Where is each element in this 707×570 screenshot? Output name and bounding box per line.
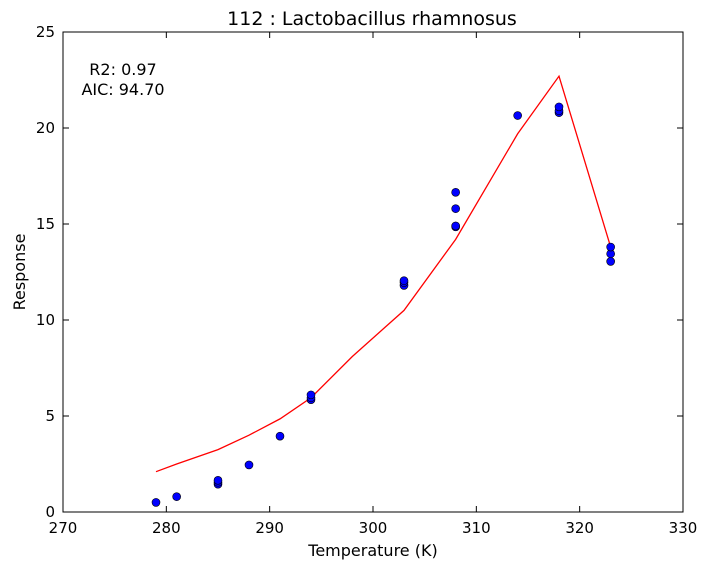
x-tick-label: 320: [565, 519, 594, 537]
data-point: [554, 102, 564, 112]
data-point: [399, 276, 409, 285]
y-tick-label: 0: [45, 503, 55, 521]
data-point: [513, 111, 522, 120]
chart-title: 112 : Lactobacillus rhamnosus: [227, 8, 517, 30]
aic-annotation: AIC: 94.70: [81, 80, 164, 99]
r2-annotation: R2: 0.97: [89, 60, 156, 79]
y-tick-label: 5: [45, 407, 55, 425]
data-point: [606, 257, 615, 266]
y-tick-label: 25: [36, 23, 55, 41]
data-point: [172, 492, 181, 501]
x-tick-label: 290: [255, 519, 284, 537]
x-tick-label: 330: [669, 519, 698, 537]
y-tick-label: 15: [36, 215, 55, 233]
x-tick-label: 280: [152, 519, 181, 537]
y-tick-label: 20: [36, 119, 55, 137]
plot-frame: [62, 31, 684, 513]
x-tick-label: 300: [359, 519, 388, 537]
data-point: [451, 188, 460, 197]
data-point: [451, 221, 460, 231]
data-point: [451, 204, 460, 213]
x-axis: 270 280 290 300 310 320 330: [49, 32, 698, 537]
y-axis-label: Response: [10, 234, 29, 311]
data-point: [151, 498, 161, 507]
data-point: [606, 242, 615, 252]
x-tick-label: 270: [49, 519, 78, 537]
x-tick-label: 310: [462, 519, 491, 537]
x-axis-label: Temperature (K): [307, 541, 437, 560]
data-point: [244, 460, 254, 470]
y-tick-label: 10: [36, 311, 55, 329]
data-points: [151, 102, 615, 507]
data-point: [275, 431, 285, 441]
y-axis: 0 5 10 15 20 25: [36, 23, 683, 521]
data-point: [213, 476, 223, 485]
data-point: [306, 390, 316, 400]
fit-line: [155, 74, 612, 473]
